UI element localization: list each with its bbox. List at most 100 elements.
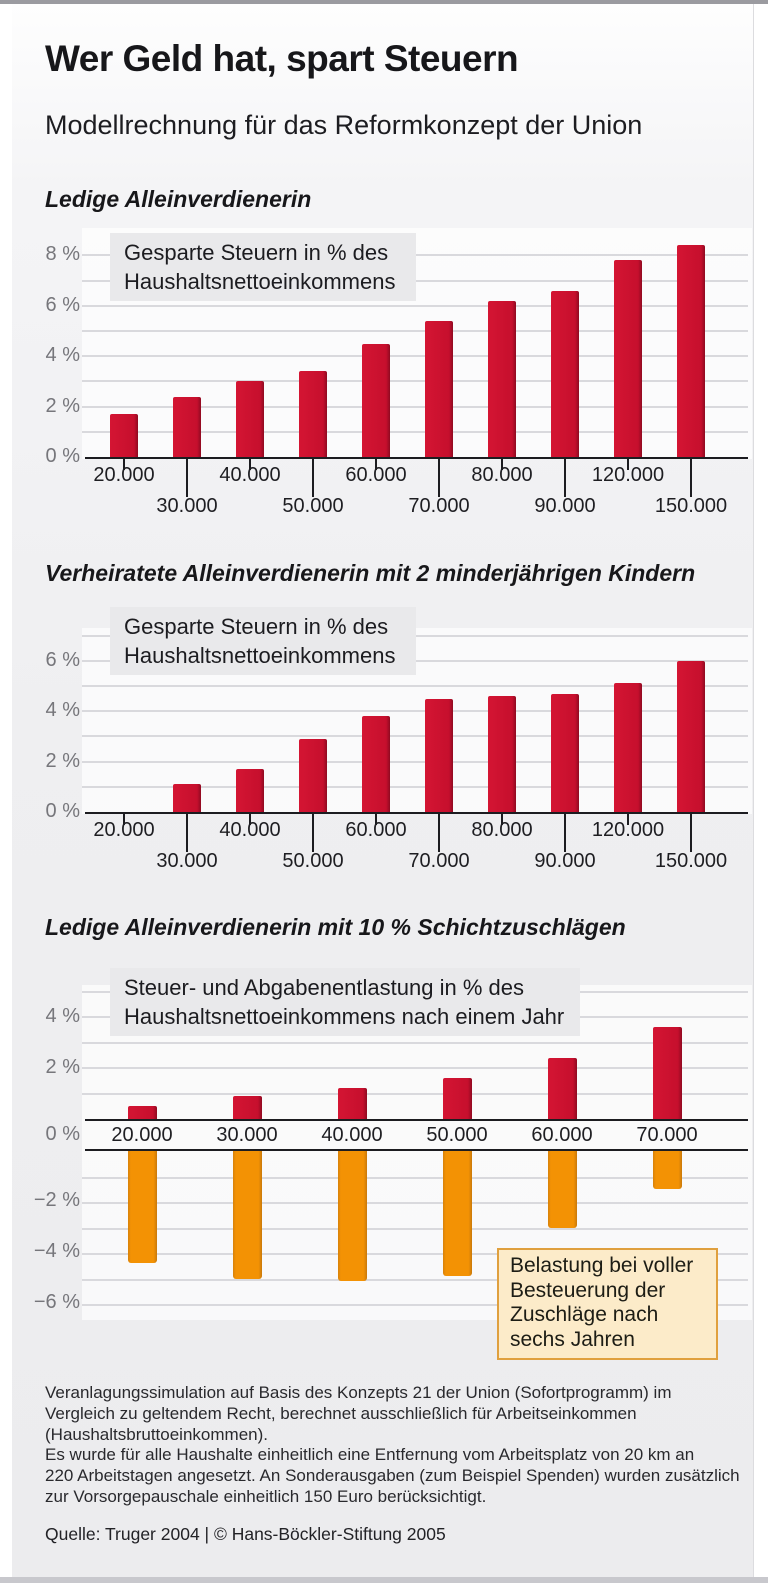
chart2-xlabel-150.000: 150.000 [654, 850, 728, 872]
footnote-line: (Haushaltsbruttoeinkommen). [45, 1424, 268, 1444]
chart3-ytick-label: −2 % [33, 1189, 80, 1211]
chart1-axis-tick-30.000 [186, 459, 188, 497]
chart1-axis-tick-90.000 [564, 459, 566, 497]
chart1-axis-tick-20.000 [123, 459, 125, 470]
chart2-gridline-4pct [82, 710, 748, 713]
chart1-xlabel-50.000: 50.000 [282, 495, 344, 517]
chart2-bar-50.000 [299, 738, 327, 812]
chart2-heading: Verheiratete Alleinverdienerin mit 2 min… [45, 560, 696, 586]
chart1-gridline-4pct [82, 355, 748, 358]
chart3-xlabel-30.000: 30.000 [216, 1124, 278, 1146]
left-margin [0, 4, 12, 1577]
chart2-bar-80.000 [488, 696, 516, 812]
chart2-x-axis [85, 812, 748, 814]
chart2-xlabel-60.000: 60.000 [345, 819, 407, 841]
bottom-edge-strip [0, 1577, 768, 1583]
top-edge-strip [0, 0, 768, 4]
chart2-gridline-2pct [82, 760, 748, 763]
source-line: Quelle: Truger 2004 | © Hans-Böckler-Sti… [45, 1524, 446, 1544]
chart1-xlabel-120.000: 120.000 [591, 464, 665, 486]
footnote-line: Vergleich zu geltendem Recht, berechnet … [45, 1403, 637, 1423]
chart1-bar-150.000 [677, 245, 705, 457]
chart1-axis-tick-150.000 [690, 459, 692, 497]
chart2-axis-tick-20.000 [123, 814, 125, 825]
chart1-axis-tick-120.000 [627, 459, 629, 470]
chart1-ytick-label: 0 % [45, 445, 80, 467]
annotation-line: Belastung bei voller [510, 1254, 694, 1277]
annotation-line: Besteuerung der [510, 1278, 666, 1302]
chart2-axis-tick-150.000 [690, 814, 692, 852]
page-title: Wer Geld hat, spart Steuern [45, 38, 519, 79]
chart3-zero-line-top [85, 1119, 748, 1121]
chart2-gridline-3pct [82, 735, 748, 738]
chart1-ytick-label: 4 % [45, 344, 80, 367]
chart2-ytick-label: 4 % [45, 699, 80, 722]
chart2-xlabel-30.000: 30.000 [156, 850, 218, 872]
chart1-bar-70.000 [425, 320, 453, 457]
chart2-ytick-label: 6 % [45, 648, 80, 671]
footnote-line: Veranlagungssimulation auf Basis des Kon… [45, 1383, 672, 1402]
chart3-ytick-label: −6 % [33, 1291, 80, 1313]
chart1-ytick-label: 2 % [45, 394, 80, 417]
chart3-ytick-label: 4 % [45, 1005, 80, 1027]
chart2-axis-tick-40.000 [249, 814, 251, 825]
chart1-bar-80.000 [488, 300, 516, 457]
chart2-bar-120.000 [614, 683, 642, 812]
chart3-heading: Ledige Alleinverdienerin mit 10 % Schich… [45, 914, 626, 940]
chart2-ytick-label: 2 % [45, 749, 80, 772]
chart3-bar-year1-40.000 [337, 1088, 367, 1119]
chart2-bar-150.000 [677, 660, 705, 812]
chart2-xlabel-120.000: 120.000 [591, 819, 665, 841]
chart2-xlabel-80.000: 80.000 [471, 819, 533, 841]
chart1-x-axis [85, 457, 748, 459]
chart3-gridline-minus6pct [82, 1304, 748, 1306]
chart3-ytick-label: 0 % [45, 1123, 80, 1145]
chart1-bar-30.000 [173, 396, 201, 457]
chart3-xlabel-20.000: 20.000 [111, 1124, 173, 1146]
chart2-bar-30.000 [173, 784, 201, 812]
chart2-ytick-label: 0 % [45, 800, 80, 822]
chart2-axis-tick-70.000 [438, 814, 440, 852]
chart3-bar-year1-30.000 [232, 1096, 262, 1119]
chart3-ylabel-box: Steuer- und Abgabenentlastung in % des H… [110, 968, 580, 1036]
chart1-bar-20.000 [110, 414, 138, 457]
chart3-xlabel-70.000: 70.000 [636, 1124, 698, 1146]
chart1-axis-tick-80.000 [501, 459, 503, 470]
right-margin [753, 4, 768, 1577]
chart1-bar-120.000 [614, 260, 642, 457]
chart3-bar-year1-50.000 [442, 1078, 472, 1119]
annotation-line: Zuschläge nach [510, 1303, 659, 1326]
chart1-ytick-label: 8 % [45, 243, 80, 266]
chart1-gridline-5pct [82, 330, 748, 332]
chart1-gridline-3pct [82, 380, 748, 383]
chart3-gridline-2pct [82, 1067, 748, 1069]
chart1-heading: Ledige Alleinverdienerin [45, 186, 312, 212]
chart1-xlabel-70.000: 70.000 [408, 495, 470, 517]
annotation-line: sechs Jahren [510, 1327, 635, 1351]
chart2-axis-tick-60.000 [375, 814, 377, 825]
chart3-bar-year1-60.000 [547, 1057, 577, 1119]
footnote: Veranlagungssimulation auf Basis des Kon… [45, 1383, 750, 1508]
chart1-bar-50.000 [299, 371, 327, 457]
chart2-xlabel-40.000: 40.000 [219, 819, 281, 841]
chart1-gridline-6pct [82, 304, 748, 307]
chart1-bar-40.000 [236, 381, 264, 457]
chart3-gridline-minus5pct [82, 1278, 748, 1281]
chart3-gridline-1pct [82, 1092, 748, 1095]
chart3-xlabel-40.000: 40.000 [321, 1124, 383, 1146]
chart3-bar-year1-20.000 [127, 1106, 157, 1119]
chart1-xlabel-90.000: 90.000 [534, 495, 596, 517]
chart1-axis-tick-60.000 [375, 459, 377, 470]
chart3-zero-line-bottom [85, 1149, 748, 1151]
chart3-gridline-minus4pct [82, 1253, 748, 1255]
six-year-burden-annotation: Belastung bei voller Besteuerung der Zus… [497, 1248, 718, 1360]
chart1-gridline-2pct [82, 405, 748, 408]
chart2-axis-tick-80.000 [501, 814, 503, 825]
chart3-bar-year6-20.000 [127, 1151, 157, 1264]
chart3-gridline-minus3pct [82, 1227, 748, 1230]
chart2-axis-tick-50.000 [312, 814, 314, 852]
chart3-bar-year6-30.000 [232, 1151, 262, 1279]
chart2-bar-70.000 [425, 698, 453, 812]
chart2-ylabel-box: Gesparte Steuern in % des Haushaltsnetto… [110, 607, 416, 675]
